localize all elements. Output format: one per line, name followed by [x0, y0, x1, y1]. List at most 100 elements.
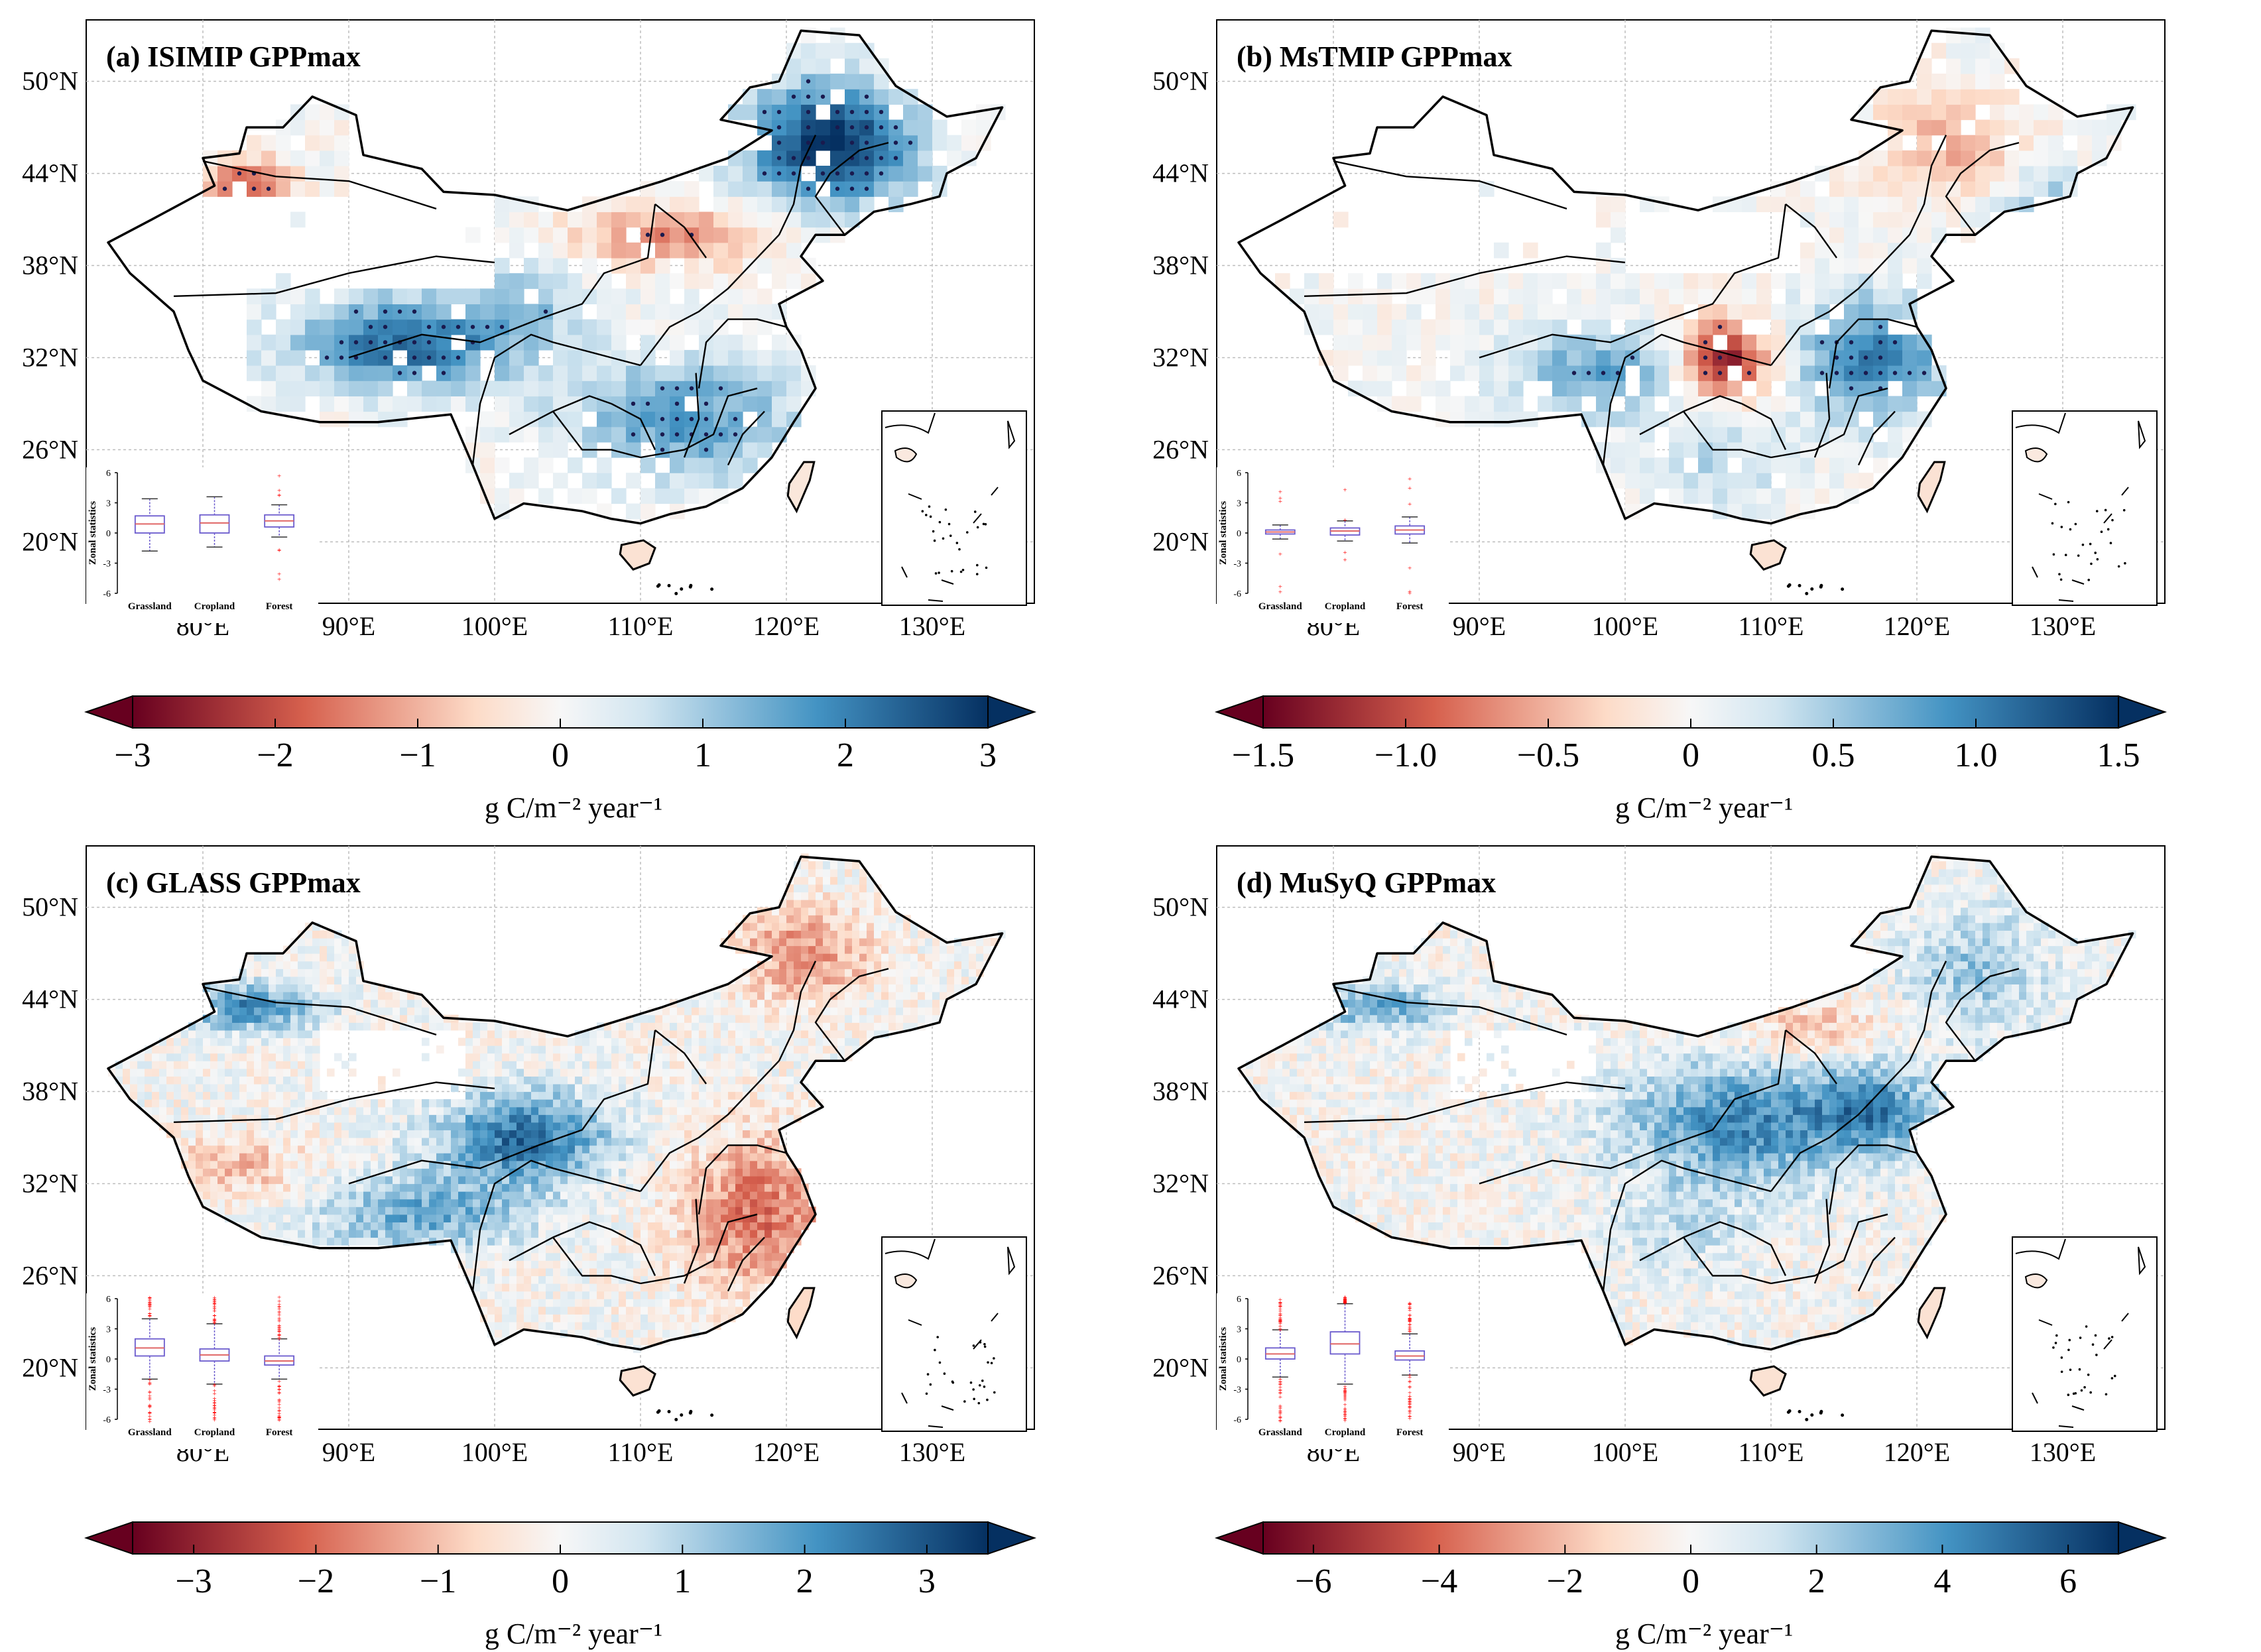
heatmap-cell: [662, 1207, 670, 1215]
heatmap-cell: [1800, 273, 1815, 289]
heatmap-cell: [699, 1229, 707, 1238]
heatmap-cell: [597, 1083, 605, 1092]
inset-island-dot: [976, 526, 979, 529]
heatmap-cell: [1654, 304, 1670, 320]
heatmap-cell: [276, 1037, 284, 1046]
heatmap-cell: [320, 953, 328, 962]
heatmap-cell: [735, 1068, 743, 1077]
heatmap-cell: [626, 1160, 634, 1169]
heatmap-cell: [757, 984, 765, 992]
heatmap-cell: [670, 1061, 678, 1069]
heatmap-cell: [641, 1229, 648, 1238]
heatmap-cell: [764, 992, 772, 1000]
country-boundary: [107, 29, 1004, 525]
heatmap-cell: [1786, 457, 1801, 473]
heatmap-cell: [1917, 166, 1932, 182]
heatmap-cell: [341, 1061, 349, 1069]
stipple-dot: [1630, 355, 1635, 360]
heatmap-cell: [772, 961, 780, 969]
heatmap-cell: [699, 349, 714, 366]
heatmap-cell: [655, 334, 670, 351]
boxplot-bg: [1217, 467, 1449, 623]
heatmap-cell: [458, 1252, 466, 1261]
heatmap-cell: [633, 1191, 641, 1200]
heatmap-cell: [743, 227, 758, 243]
heatmap-cell: [2034, 119, 2049, 136]
heatmap-cell: [677, 1283, 685, 1292]
heatmap-cell: [517, 1207, 524, 1215]
heatmap-cell: [290, 1037, 298, 1046]
heatmap-cell: [1596, 242, 1611, 259]
heatmap-cell: [721, 1014, 729, 1023]
heatmap-cell: [495, 1068, 503, 1077]
x-tick-label: 110°E: [608, 611, 674, 641]
heatmap-cell: [1742, 426, 1757, 443]
heatmap-cell: [1829, 181, 1845, 197]
heatmap-cell: [611, 1037, 619, 1046]
heatmap-cell: [764, 937, 772, 947]
heatmap-cell: [713, 1191, 721, 1200]
island-dot: [710, 587, 714, 591]
heatmap-cell: [713, 457, 729, 473]
heatmap-cell: [312, 1168, 320, 1177]
heatmap-cell: [1436, 273, 1451, 289]
heatmap-cell: [750, 1207, 758, 1215]
heatmap-cell: [750, 915, 758, 923]
heatmap-cell: [582, 1306, 590, 1315]
heatmap-cell: [648, 1160, 656, 1169]
heatmap-cell: [312, 1114, 320, 1123]
heatmap-cell: [655, 1138, 663, 1146]
heatmap-cell: [451, 1145, 459, 1153]
heatmap-cell: [626, 1045, 634, 1054]
heatmap-cell: [706, 1099, 714, 1108]
heatmap-cell: [407, 1122, 415, 1131]
heatmap-cell: [210, 1122, 218, 1131]
heatmap-cell: [349, 1191, 357, 1200]
heatmap-cell: [531, 1076, 539, 1085]
heatmap-cell: [254, 1114, 262, 1123]
heatmap-cell: [261, 365, 276, 381]
heatmap-cell: [232, 1007, 240, 1016]
heatmap-cell: [633, 1045, 641, 1054]
heatmap-cell: [662, 1306, 670, 1315]
heatmap-cell: [531, 1229, 539, 1238]
heatmap-cell: [743, 457, 758, 473]
heatmap-cell: [582, 1222, 590, 1230]
heatmap-cell: [341, 1229, 349, 1238]
heatmap-cell: [349, 365, 364, 381]
heatmap-cell: [611, 1306, 619, 1315]
heatmap-cell: [713, 1275, 721, 1284]
heatmap-cell: [772, 1260, 780, 1269]
heatmap-cell: [1698, 473, 1713, 489]
heatmap-cell: [553, 442, 568, 458]
heatmap-cell: [764, 1022, 772, 1031]
heatmap-cell: [560, 1099, 568, 1108]
heatmap-cell: [728, 1099, 736, 1108]
heatmap-cell: [166, 1076, 174, 1085]
heatmap-cell: [356, 1114, 364, 1123]
heatmap-cell: [706, 1321, 714, 1330]
heatmap-cell: [524, 1291, 532, 1299]
heatmap-cell: [764, 1045, 772, 1054]
stipple-dot: [1601, 371, 1606, 375]
heatmap-cell: [626, 1022, 634, 1031]
boxplot-outlier: +: [277, 492, 281, 500]
heatmap-cell: [604, 1245, 612, 1254]
heatmap-cell: [2048, 150, 2063, 166]
heatmap-cell: [1742, 488, 1757, 504]
heatmap-cell: [188, 1175, 196, 1185]
heatmap-cell: [1319, 349, 1334, 366]
heatmap-cell: [495, 457, 510, 473]
heatmap-cell: [276, 1145, 284, 1153]
heatmap-cell: [327, 1199, 335, 1207]
heatmap-cell: [786, 1175, 794, 1185]
heatmap-cell: [728, 1283, 736, 1292]
heatmap-cell: [611, 1068, 619, 1077]
heatmap-cell: [728, 984, 736, 992]
heatmap-cell: [589, 1160, 597, 1169]
heatmap-cell: [1742, 304, 1757, 320]
heatmap-cell: [757, 937, 765, 947]
heatmap-cell: [290, 1145, 298, 1153]
inset-island-dot: [924, 514, 928, 516]
heatmap-cell: [575, 1199, 583, 1207]
